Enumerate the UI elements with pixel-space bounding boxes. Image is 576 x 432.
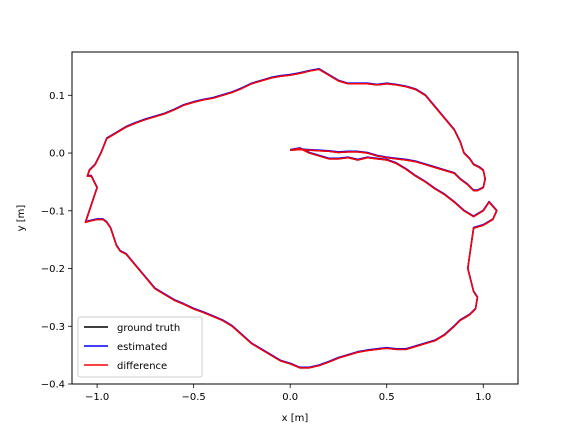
x-tick-label: −1.0 <box>85 392 109 403</box>
x-tick-label: 1.0 <box>475 392 491 403</box>
x-tick-label: −0.5 <box>181 392 205 403</box>
legend: ground truth estimated difference <box>77 316 203 378</box>
x-axis-ticks: −1.0 −0.5 0.0 0.5 1.0 <box>85 384 491 403</box>
y-tick-label: −0.4 <box>41 380 65 391</box>
legend-label-estimated: estimated <box>117 342 167 353</box>
legend-box <box>77 316 203 378</box>
x-axis-label: x [m] <box>282 413 309 424</box>
x-tick-label: 0.0 <box>282 392 298 403</box>
x-tick-label: 0.5 <box>379 392 395 403</box>
y-tick-label: −0.3 <box>41 322 65 333</box>
plot-frame <box>71 51 519 385</box>
series-layer <box>84 67 498 369</box>
series-line-difference <box>84 68 498 369</box>
legend-label-ground-truth: ground truth <box>117 323 180 334</box>
y-tick-label: 0.1 <box>49 91 65 102</box>
y-tick-label: −0.1 <box>41 206 65 217</box>
y-axis-label: y [m] <box>16 205 27 232</box>
y-axis-ticks: −0.4 −0.3 −0.2 −0.1 0.0 0.1 <box>41 91 72 391</box>
legend-label-difference: difference <box>117 361 167 372</box>
y-tick-label: 0.0 <box>49 149 65 160</box>
y-tick-label: −0.2 <box>41 264 65 275</box>
